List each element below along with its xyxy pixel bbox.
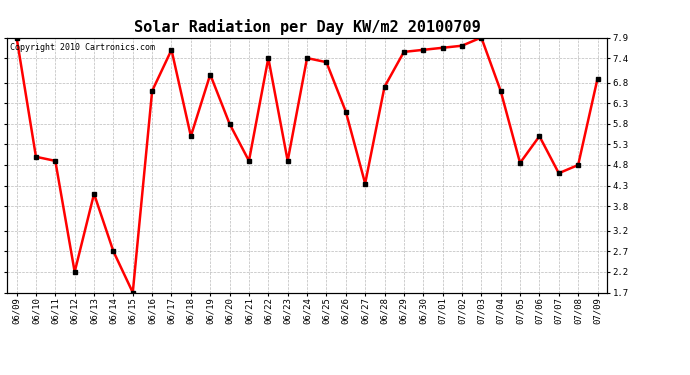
Text: Copyright 2010 Cartronics.com: Copyright 2010 Cartronics.com xyxy=(10,43,155,52)
Title: Solar Radiation per Day KW/m2 20100709: Solar Radiation per Day KW/m2 20100709 xyxy=(134,19,480,35)
